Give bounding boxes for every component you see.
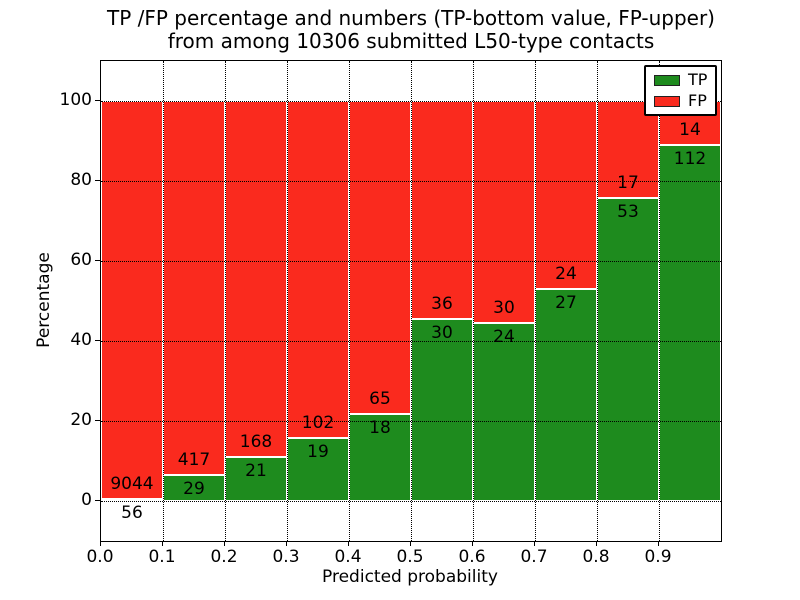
x-tick-label: 0.4 bbox=[334, 547, 362, 567]
x-tick-label: 0.6 bbox=[458, 547, 486, 567]
y-tick-mark bbox=[95, 100, 100, 101]
bar-fp-segment bbox=[535, 101, 597, 290]
x-tick-mark bbox=[534, 541, 535, 546]
y-tick-label: 0 bbox=[81, 490, 92, 510]
tp-count-label: 53 bbox=[617, 202, 639, 223]
tp-count-label: 21 bbox=[245, 460, 267, 481]
bar-fp-segment bbox=[411, 101, 473, 320]
x-tick-mark bbox=[472, 541, 473, 546]
x-tick-label: 0.0 bbox=[86, 547, 114, 567]
bar-tp-segment bbox=[473, 323, 535, 501]
x-tick-label: 0.3 bbox=[272, 547, 300, 567]
x-tick-mark bbox=[658, 541, 659, 546]
x-tick-mark bbox=[162, 541, 163, 546]
x-tick-mark bbox=[596, 541, 597, 546]
bar-fp-segment bbox=[349, 101, 411, 415]
fp-count-label: 65 bbox=[369, 389, 391, 410]
fp-count-label: 102 bbox=[301, 413, 335, 434]
fp-count-label: 417 bbox=[177, 449, 211, 470]
x-axis-label: Predicted probability bbox=[322, 567, 498, 587]
tp-count-label: 30 bbox=[431, 323, 453, 344]
vertical-gridline bbox=[535, 61, 536, 541]
x-tick-mark bbox=[100, 541, 101, 546]
fp-color-swatch-icon bbox=[654, 95, 680, 107]
tp-count-label: 29 bbox=[183, 478, 205, 499]
y-tick-mark bbox=[95, 180, 100, 181]
bar-fp-segment bbox=[225, 101, 287, 457]
bar-tp-segment bbox=[535, 289, 597, 501]
fp-count-label: 14 bbox=[679, 120, 701, 141]
y-tick-label: 20 bbox=[70, 410, 92, 430]
vertical-gridline bbox=[287, 61, 288, 541]
y-tick-label: 40 bbox=[70, 330, 92, 350]
vertical-gridline bbox=[411, 61, 412, 541]
vertical-gridline bbox=[597, 61, 598, 541]
tp-count-label: 19 bbox=[307, 442, 329, 463]
y-tick-label: 80 bbox=[70, 170, 92, 190]
bar-fp-segment bbox=[163, 101, 225, 475]
vertical-gridline bbox=[349, 61, 350, 541]
y-tick-mark bbox=[95, 500, 100, 501]
bar-tp-segment bbox=[287, 438, 349, 501]
y-tick-mark bbox=[95, 420, 100, 421]
tp-count-label: 27 bbox=[555, 293, 577, 314]
y-tick-label: 100 bbox=[59, 90, 92, 110]
fp-count-label: 168 bbox=[239, 431, 273, 452]
tp-count-label: 18 bbox=[369, 418, 391, 439]
fp-count-label: 30 bbox=[493, 298, 515, 319]
bar-tp-segment bbox=[659, 145, 721, 501]
legend-label-fp: FP bbox=[688, 91, 707, 110]
fp-count-label: 36 bbox=[431, 294, 453, 315]
legend: TP FP bbox=[644, 65, 718, 116]
x-tick-label: 0.9 bbox=[644, 547, 672, 567]
vertical-gridline bbox=[659, 61, 660, 541]
bar-tp-segment bbox=[349, 414, 411, 501]
fp-count-label: 24 bbox=[555, 264, 577, 285]
bar-tp-segment bbox=[101, 498, 163, 501]
tp-color-swatch-icon bbox=[654, 74, 680, 86]
x-tick-label: 0.5 bbox=[396, 547, 424, 567]
bar-fp-segment bbox=[101, 101, 163, 499]
fp-count-label: 9044 bbox=[110, 473, 154, 494]
bar-fp-segment bbox=[287, 101, 349, 439]
bar-tp-segment bbox=[163, 474, 225, 501]
legend-item-fp: FP bbox=[654, 92, 707, 110]
x-tick-label: 0.2 bbox=[210, 547, 238, 567]
x-tick-mark bbox=[286, 541, 287, 546]
chart-title-line1: TP /FP percentage and numbers (TP-bottom… bbox=[107, 6, 715, 30]
fp-count-label: 17 bbox=[617, 173, 639, 194]
tp-count-label: 56 bbox=[121, 502, 143, 523]
vertical-gridline bbox=[473, 61, 474, 541]
vertical-gridline bbox=[163, 61, 164, 541]
tp-count-label: 24 bbox=[493, 327, 515, 348]
x-tick-label: 0.8 bbox=[582, 547, 610, 567]
x-tick-label: 0.1 bbox=[148, 547, 176, 567]
tp-count-label: 112 bbox=[673, 149, 707, 170]
y-tick-mark bbox=[95, 260, 100, 261]
legend-label-tp: TP bbox=[688, 70, 708, 89]
bar-fp-segment bbox=[473, 101, 535, 324]
y-tick-label: 60 bbox=[70, 250, 92, 270]
bar-tp-segment bbox=[597, 198, 659, 501]
x-tick-mark bbox=[410, 541, 411, 546]
x-tick-label: 0.7 bbox=[520, 547, 548, 567]
plot-area: 9044 56 417 29 168 21 102 19 65 18 36 30 30 24 24 27 17 5… bbox=[100, 60, 722, 542]
x-tick-mark bbox=[348, 541, 349, 546]
y-tick-mark bbox=[95, 340, 100, 341]
bar-tp-segment bbox=[411, 319, 473, 501]
x-tick-mark bbox=[224, 541, 225, 546]
legend-item-tp: TP bbox=[654, 71, 707, 89]
vertical-gridline bbox=[225, 61, 226, 541]
chart-title-line2: from among 10306 submitted L50-type cont… bbox=[167, 29, 655, 53]
